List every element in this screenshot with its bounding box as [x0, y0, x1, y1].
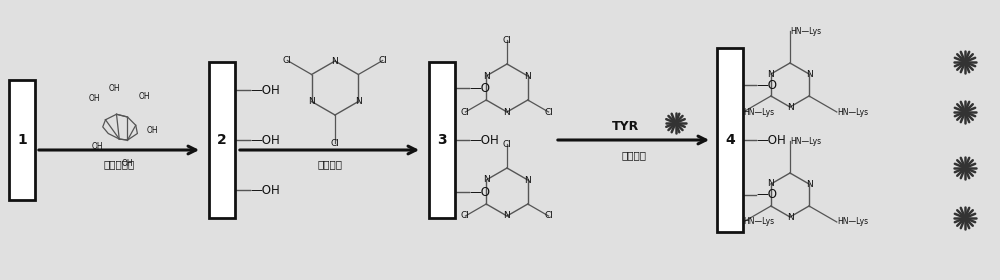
Text: N: N: [332, 57, 338, 66]
Text: —OH: —OH: [469, 134, 499, 146]
Text: 氧化石墨烯: 氧化石墨烯: [103, 159, 135, 169]
Text: —OH: —OH: [250, 183, 280, 197]
Bar: [429, 62, 455, 218]
Text: 4: 4: [725, 133, 735, 147]
Text: OH: OH: [88, 94, 100, 102]
Text: OH: OH: [138, 92, 150, 101]
Text: N: N: [355, 97, 362, 106]
Text: —O: —O: [756, 78, 777, 92]
Text: 酰氨酸酶: 酰氨酸酶: [621, 150, 646, 160]
Text: HN—Lys: HN—Lys: [790, 27, 821, 36]
Text: OH: OH: [91, 141, 103, 151]
Text: N: N: [504, 108, 510, 116]
Text: Cl: Cl: [331, 139, 339, 148]
Text: Cl: Cl: [503, 36, 511, 45]
Text: N: N: [806, 69, 812, 78]
Text: HN—Lys: HN—Lys: [743, 218, 774, 227]
Text: N: N: [483, 71, 490, 81]
Text: Cl: Cl: [283, 56, 292, 65]
Text: Cl: Cl: [544, 211, 553, 221]
Text: Cl: Cl: [378, 56, 387, 65]
Bar: [717, 48, 743, 232]
Text: Cl: Cl: [461, 211, 470, 221]
Text: —OH: —OH: [756, 134, 786, 146]
Bar: [209, 62, 235, 218]
Text: HN—Lys: HN—Lys: [837, 218, 868, 227]
Text: —O: —O: [756, 188, 777, 202]
Text: N: N: [524, 71, 531, 81]
Text: N: N: [768, 179, 774, 188]
Text: 2: 2: [217, 133, 227, 147]
Text: HN—Lys: HN—Lys: [837, 108, 868, 116]
Text: N: N: [483, 176, 490, 185]
Text: —OH: —OH: [250, 83, 280, 97]
Text: Cl: Cl: [544, 108, 553, 116]
Text: TYR: TYR: [612, 120, 639, 132]
Text: N: N: [787, 213, 793, 221]
Text: N: N: [787, 102, 793, 111]
Text: N: N: [768, 69, 774, 78]
Text: N: N: [524, 176, 531, 185]
Text: Cl: Cl: [503, 139, 511, 148]
Bar: [9, 80, 35, 200]
Text: HN—Lys: HN—Lys: [743, 108, 774, 116]
Text: 三聚氯氯: 三聚氯氯: [318, 159, 342, 169]
Text: HN—Lys: HN—Lys: [790, 137, 821, 146]
Text: 1: 1: [17, 133, 27, 147]
Text: OH: OH: [146, 125, 158, 134]
Text: Cl: Cl: [461, 108, 470, 116]
Text: —OH: —OH: [250, 134, 280, 146]
Text: OH: OH: [108, 83, 120, 92]
Text: —O: —O: [469, 81, 490, 95]
Text: N: N: [806, 179, 812, 188]
Text: N: N: [308, 97, 315, 106]
Text: 3: 3: [437, 133, 447, 147]
Text: OH: OH: [121, 158, 133, 167]
Text: —O: —O: [469, 186, 490, 199]
Text: N: N: [504, 211, 510, 221]
